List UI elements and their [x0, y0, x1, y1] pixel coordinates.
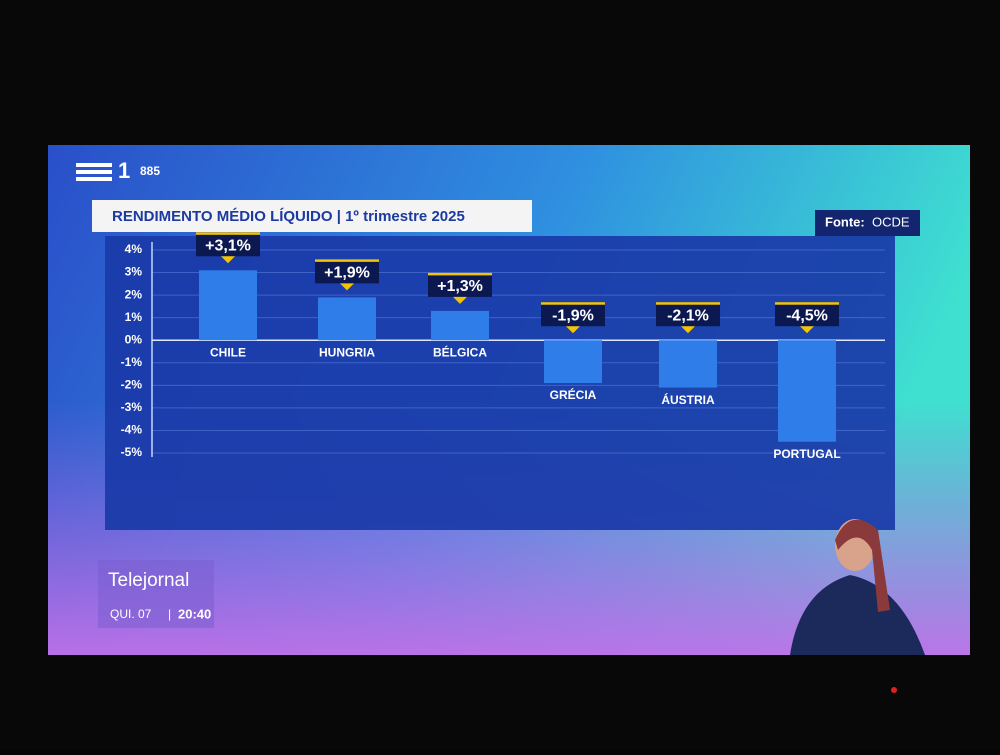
value-label: -1,9%: [552, 307, 594, 324]
source: OCDE: [872, 214, 910, 229]
power-led: [891, 687, 897, 693]
value-label-box: [656, 304, 720, 327]
source-label: Fonte:: [825, 214, 865, 229]
value-label-arrow: [340, 283, 354, 291]
y-tick-label: 3%: [125, 265, 143, 279]
bar: [431, 310, 489, 341]
channel-code: 885: [140, 164, 160, 178]
separator: |: [168, 607, 171, 621]
interpreter-body: [790, 575, 925, 655]
x-tick-label: ÁUSTRIA: [661, 392, 715, 407]
y-tick-label: -1%: [121, 355, 143, 369]
value-label-box: [541, 304, 605, 327]
value-label: +1,3%: [437, 278, 483, 295]
source-box: [815, 210, 920, 236]
value-label-rule: [541, 302, 605, 305]
value-label-box: [315, 261, 379, 284]
bar: [199, 270, 257, 341]
x-tick-label: CHILE: [210, 345, 246, 359]
value-label: -2,1%: [667, 307, 709, 324]
chart-title: RENDIMENTO MÉDIO LÍQUIDO | 1º trimestre …: [112, 208, 465, 225]
value-label-rule: [196, 232, 260, 235]
x-tick-label: BÉLGICA: [433, 344, 487, 359]
y-tick-label: 1%: [125, 310, 143, 324]
value-label-rule: [775, 302, 839, 305]
channel-number: 1: [118, 158, 130, 183]
logo-stripe: [76, 163, 112, 167]
bar: [778, 340, 836, 442]
y-tick-label: -3%: [121, 400, 143, 414]
value-label-rule: [656, 302, 720, 305]
bar: [318, 297, 376, 341]
program-day: QUI. 07: [110, 607, 152, 621]
y-tick-label: -4%: [121, 423, 143, 437]
logo-stripe: [76, 170, 112, 174]
x-tick-label: GRÉCIA: [550, 387, 597, 402]
value-label: +3,1%: [205, 238, 251, 255]
y-tick-label: 4%: [125, 242, 143, 256]
value-label-box: [428, 274, 492, 297]
value-label-box: [775, 304, 839, 327]
channel-logo: 1 885: [76, 158, 160, 183]
value-label-box: [196, 234, 260, 257]
interpreter: [790, 519, 925, 655]
y-tick-label: 2%: [125, 287, 143, 301]
value-label-rule: [315, 259, 379, 262]
value-label-arrow: [566, 326, 580, 334]
interpreter-hair: [835, 519, 890, 612]
value-label: -4,5%: [786, 307, 828, 324]
value-label-arrow: [681, 326, 695, 334]
value-label-arrow: [221, 256, 235, 264]
logo-stripe: [76, 177, 112, 181]
x-tick-label: PORTUGAL: [773, 447, 840, 461]
y-tick-label: -5%: [121, 445, 143, 459]
program-name: Telejornal: [108, 570, 189, 591]
value-label-rule: [428, 272, 492, 276]
value-label: +1,9%: [324, 265, 370, 282]
value-label-arrow: [453, 296, 467, 304]
y-tick-label: 0%: [125, 332, 143, 346]
program-box: [98, 560, 214, 628]
title-box: [92, 200, 532, 232]
y-tick-label: -2%: [121, 378, 143, 392]
program-time: 20:40: [178, 606, 211, 621]
bar: [659, 340, 717, 388]
x-tick-label: HUNGRIA: [319, 345, 375, 359]
bar: [544, 340, 602, 384]
value-label-arrow: [800, 326, 814, 334]
